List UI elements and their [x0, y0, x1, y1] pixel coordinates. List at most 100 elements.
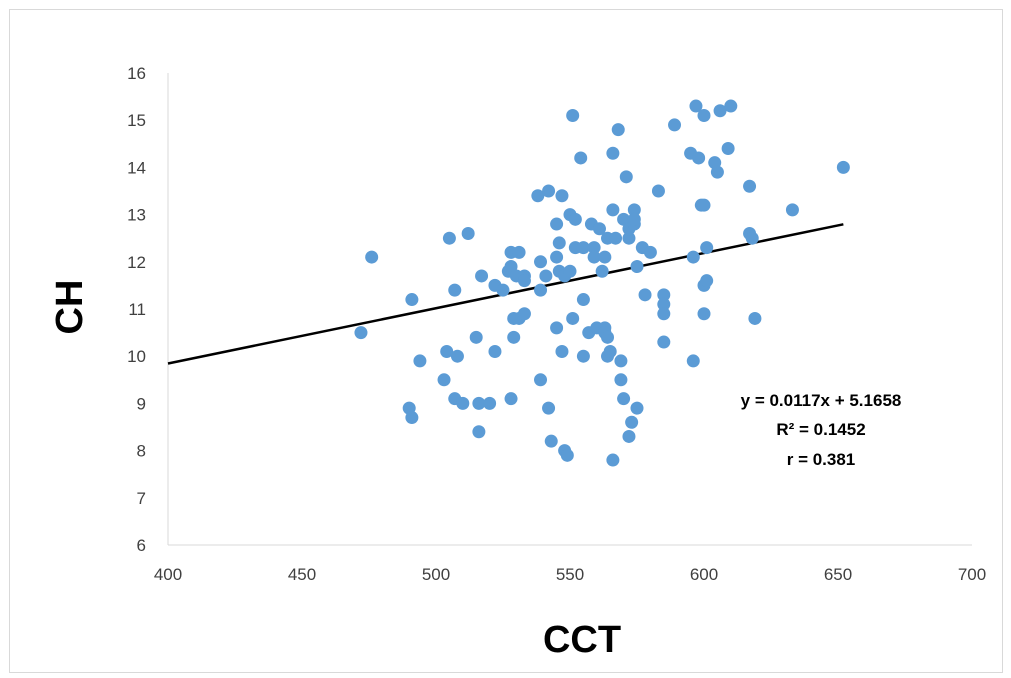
data-point: [617, 392, 631, 406]
data-point: [552, 236, 566, 250]
data-point: [785, 203, 799, 217]
y-tick-label: 6: [137, 536, 146, 555]
data-point: [555, 344, 569, 358]
y-tick-label: 7: [137, 489, 146, 508]
data-point: [692, 151, 706, 165]
data-point: [587, 241, 601, 255]
data-point: [354, 326, 368, 340]
data-point: [724, 99, 738, 113]
data-point: [534, 283, 548, 297]
data-point: [405, 293, 419, 307]
data-point: [517, 274, 531, 288]
data-point: [601, 330, 615, 344]
data-point: [697, 198, 711, 212]
data-point: [413, 354, 427, 368]
y-tick-label: 11: [128, 300, 146, 319]
data-point: [469, 330, 483, 344]
data-point: [619, 170, 633, 184]
x-tick-label: 700: [958, 565, 986, 584]
data-point: [836, 160, 850, 174]
data-point: [689, 99, 703, 113]
x-tick-label: 500: [422, 565, 450, 584]
data-point: [576, 241, 590, 255]
data-point: [475, 269, 489, 283]
y-tick-label: 15: [127, 111, 146, 130]
data-point: [710, 165, 724, 179]
x-axis-title: CCT: [543, 619, 621, 661]
data-point: [555, 189, 569, 203]
data-point: [651, 184, 665, 198]
data-point: [606, 453, 620, 467]
x-tick-label: 450: [288, 565, 316, 584]
data-point: [488, 344, 502, 358]
data-point: [504, 260, 518, 274]
data-point: [743, 179, 757, 193]
data-point: [563, 264, 577, 278]
data-point: [614, 354, 628, 368]
data-point: [542, 401, 556, 415]
y-tick-label: 9: [137, 394, 146, 413]
data-point: [657, 288, 671, 302]
data-point: [448, 283, 462, 297]
data-point: [611, 123, 625, 137]
data-point: [657, 297, 671, 311]
data-point: [450, 349, 464, 363]
data-point: [627, 203, 641, 217]
data-point: [713, 104, 727, 118]
data-point: [625, 415, 639, 429]
data-point: [700, 274, 714, 288]
data-point: [550, 250, 564, 264]
data-point: [686, 354, 700, 368]
x-tick-label: 400: [154, 565, 182, 584]
data-point: [617, 212, 631, 226]
data-point: [587, 250, 601, 264]
chart-frame: 6 7 8 9 10 11 12 13 14 15 16 400 450 500 550 600 650 700…: [9, 9, 1003, 673]
data-points: [354, 99, 850, 467]
equation-annotation: y = 0.0117x + 5.1658: [741, 391, 902, 410]
data-point: [566, 108, 580, 122]
data-point: [606, 203, 620, 217]
data-point: [568, 212, 582, 226]
y-tick-label: 10: [127, 347, 146, 366]
data-point: [638, 288, 652, 302]
data-point: [512, 245, 526, 259]
data-point: [544, 434, 558, 448]
y-tick-label: 14: [127, 158, 146, 177]
x-tick-label: 550: [556, 565, 584, 584]
data-point: [745, 231, 759, 245]
x-tick-label: 650: [824, 565, 852, 584]
y-tick-labels: 6 7 8 9 10 11 12 13 14 15 16: [127, 64, 146, 555]
r-annotation: r = 0.381: [787, 450, 856, 469]
data-point: [442, 231, 456, 245]
data-point: [534, 373, 548, 387]
data-point: [630, 401, 644, 415]
data-point: [560, 448, 574, 462]
data-point: [622, 231, 636, 245]
data-point: [440, 344, 454, 358]
data-point: [574, 151, 588, 165]
data-point: [576, 349, 590, 363]
data-point: [630, 260, 644, 274]
data-point: [472, 396, 486, 410]
data-point: [700, 241, 714, 255]
data-point: [614, 373, 628, 387]
y-tick-label: 8: [137, 442, 146, 461]
scatter-chart: 6 7 8 9 10 11 12 13 14 15 16 400 450 500 550 600 650 700…: [49, 64, 986, 661]
data-point: [697, 108, 711, 122]
data-point: [461, 226, 475, 240]
data-point: [686, 250, 700, 264]
data-point: [668, 118, 682, 132]
data-point: [517, 307, 531, 321]
data-point: [595, 264, 609, 278]
data-point: [539, 269, 553, 283]
data-point: [531, 189, 545, 203]
data-point: [657, 335, 671, 349]
data-point: [627, 212, 641, 226]
data-point: [622, 429, 636, 443]
data-point: [365, 250, 379, 264]
data-point: [550, 321, 564, 335]
data-point: [550, 217, 564, 231]
data-point: [657, 307, 671, 321]
r-squared-annotation: R² = 0.1452: [776, 420, 865, 439]
y-tick-label: 13: [127, 206, 146, 225]
